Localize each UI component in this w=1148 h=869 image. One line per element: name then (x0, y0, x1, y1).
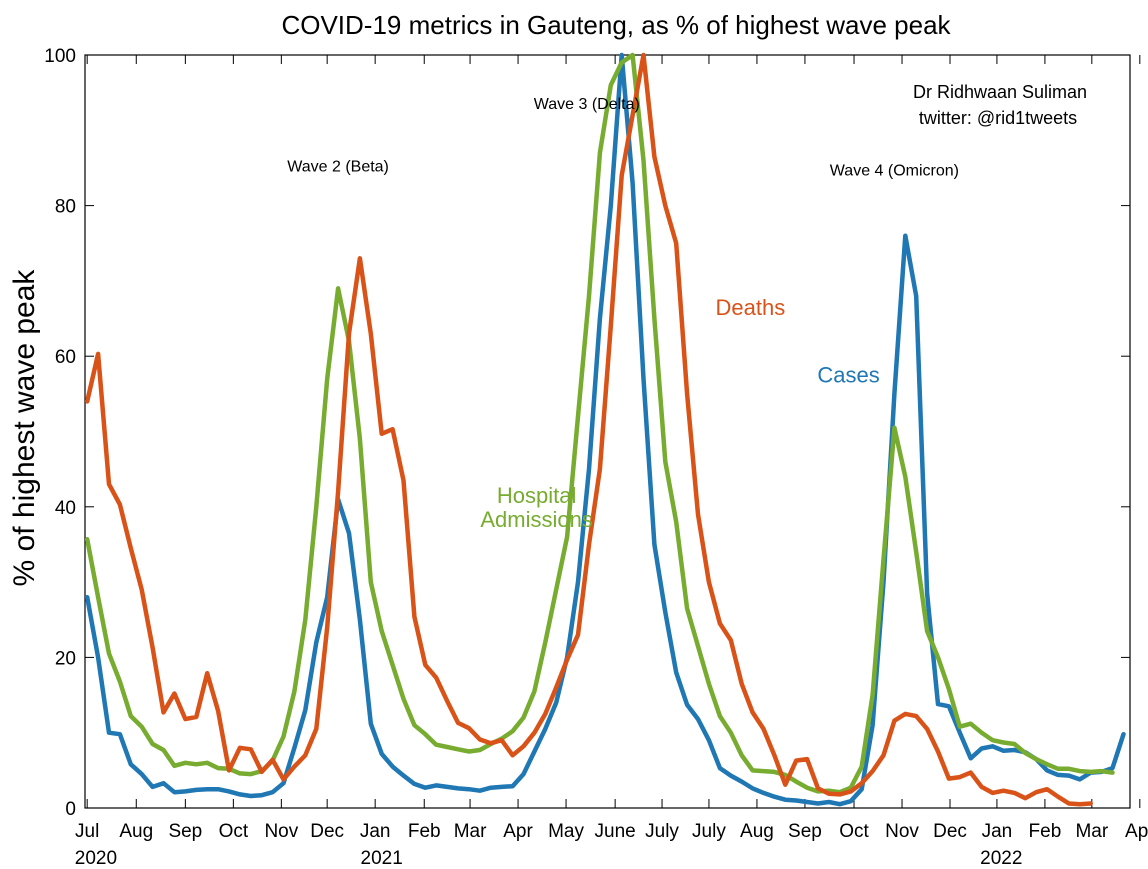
x-tick-label: Jul (75, 821, 99, 842)
x-year-label: 2022 (980, 848, 1022, 869)
y-tick-label: 80 (55, 197, 76, 218)
x-year-label: 2020 (75, 848, 117, 869)
x-tick-label: Nov (885, 821, 919, 842)
x-tick-label: Jan (982, 821, 1013, 842)
x-tick-label: June (595, 821, 636, 842)
x-tick-label: Sep (168, 821, 202, 842)
x-tick-label: Nov (264, 821, 298, 842)
credit-twitter: twitter: @rid1tweets (919, 108, 1077, 128)
credit-name: Dr Ridhwaan Suliman (913, 82, 1087, 102)
series-line-hospital-admissions (84, 52, 1115, 795)
x-tick-label: May (548, 821, 584, 842)
y-tick-label: 0 (65, 799, 76, 820)
y-axis: 0 20 40 60 80 100 (44, 46, 1130, 820)
x-tick-label: Mar (1075, 821, 1108, 842)
wave-annotation: Wave 4 (Omicron) (830, 162, 959, 179)
chart-title: COVID-19 metrics in Gauteng, as % of hig… (281, 10, 951, 40)
series-line-cases (84, 52, 1126, 807)
x-tick-label: Feb (1029, 821, 1062, 842)
x-tick-label: Apr (1125, 821, 1148, 842)
x-tick-label: Feb (408, 821, 441, 842)
y-tick-label: 20 (55, 648, 76, 669)
series-label-hospital-admissions: Hospital Admissions (480, 483, 592, 532)
y-tick-label: 40 (55, 498, 76, 519)
x-tick-label: Aug (119, 821, 153, 842)
wave-annotation: Wave 3 (Delta) (534, 96, 640, 113)
y-axis-label: % of highest wave peak (8, 269, 41, 587)
x-tick-label: Sep (788, 821, 822, 842)
x-tick-label: Jan (360, 821, 391, 842)
annotation-layer: Wave 2 (Beta) Wave 3 (Delta) Wave 4 (Omicr… (287, 96, 959, 532)
series-layer (84, 52, 1126, 807)
x-tick-label: Oct (219, 821, 249, 842)
x-tick-label: Dec (310, 821, 344, 842)
x-tick-label: Apr (503, 821, 533, 842)
series-line-deaths (84, 52, 1093, 807)
x-tick-label: Oct (839, 821, 869, 842)
x-axis: Jul Aug Sep Oct Nov Dec Jan Feb Mar Apr May June Jul… (75, 55, 1148, 869)
x-tick-label: Dec (933, 821, 967, 842)
wave-annotation: Wave 2 (Beta) (287, 159, 389, 176)
plot-frame (84, 54, 1131, 809)
y-tick-label: 100 (44, 46, 76, 67)
series-label-deaths: Deaths (716, 295, 786, 320)
y-tick-label: 60 (55, 347, 76, 368)
x-tick-label: July (645, 821, 679, 842)
series-label-cases: Cases (817, 363, 879, 388)
x-tick-label: Aug (740, 821, 774, 842)
x-year-label: 2021 (361, 848, 403, 869)
x-tick-label: July (692, 821, 726, 842)
x-tick-label: Mar (454, 821, 487, 842)
